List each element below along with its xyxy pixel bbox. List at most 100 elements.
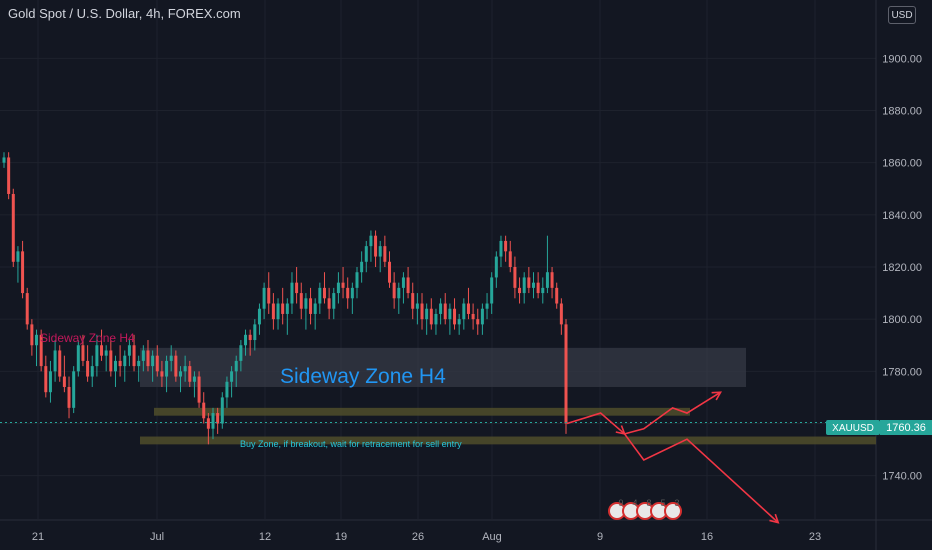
candle-body xyxy=(118,360,122,367)
candle-body xyxy=(401,277,405,288)
candle-body xyxy=(541,287,545,294)
candle-body xyxy=(151,355,155,367)
event-count: 3 xyxy=(674,498,679,508)
candle-body xyxy=(531,282,535,288)
candle-body xyxy=(397,287,401,299)
arrow-head xyxy=(711,391,723,401)
currency-button[interactable]: USD xyxy=(888,6,916,24)
event-count: 4 xyxy=(632,498,637,508)
candle-body xyxy=(276,303,280,320)
candle-body xyxy=(244,334,248,346)
y-tick-label: 1860.00 xyxy=(882,158,922,170)
candle-body xyxy=(429,308,433,325)
candle-body xyxy=(434,313,438,325)
candle-body xyxy=(146,350,150,367)
x-tick-label: 21 xyxy=(32,531,44,543)
candle-body xyxy=(11,193,15,262)
candle-body xyxy=(2,157,6,163)
symbol-tag-label: XAUUSD xyxy=(832,423,874,434)
candle-body xyxy=(137,360,141,367)
candle-body xyxy=(564,324,568,424)
sideway-zone-label-small: Sideway Zone H4 xyxy=(40,331,135,345)
price-tag xyxy=(880,420,932,435)
candle-body xyxy=(253,324,257,341)
candle-body xyxy=(141,350,145,361)
y-tick-label: 1880.00 xyxy=(882,106,922,118)
chart-title: Gold Spot / U.S. Dollar, 4h, FOREX.com xyxy=(8,6,241,21)
candle-body xyxy=(248,334,252,341)
candle-body xyxy=(494,256,498,278)
candle-body xyxy=(355,272,359,288)
candle-body xyxy=(239,345,243,361)
symbol-tag xyxy=(826,420,880,435)
candle-body xyxy=(30,324,34,346)
candle-body xyxy=(341,282,345,288)
candle-body xyxy=(313,303,317,314)
support-zone-box[interactable] xyxy=(154,407,690,416)
candle-body xyxy=(48,371,52,393)
buy-zone-box[interactable] xyxy=(140,436,876,445)
candle-body xyxy=(188,366,192,382)
candle-body xyxy=(480,308,484,325)
candle-body xyxy=(202,402,206,419)
candle-body xyxy=(476,319,480,325)
forecast-path[interactable] xyxy=(623,433,779,524)
candle-body xyxy=(555,287,559,304)
candle-body xyxy=(155,355,159,372)
y-tick-label: 1800.00 xyxy=(882,314,922,326)
candle-body xyxy=(127,345,131,356)
candle-body xyxy=(327,298,331,309)
candle-body xyxy=(378,246,382,257)
candle-body xyxy=(7,157,11,194)
candle-body xyxy=(411,293,415,309)
candle-body xyxy=(100,345,104,356)
candle-body xyxy=(90,366,94,377)
candle-body xyxy=(86,360,90,377)
candle-body xyxy=(160,371,164,377)
candle-body xyxy=(309,298,313,314)
candle-body xyxy=(388,261,392,283)
candle-body xyxy=(113,360,117,372)
candle-body xyxy=(281,303,285,314)
candle-body xyxy=(39,334,43,367)
candle-body xyxy=(518,287,522,294)
x-tick-label: 9 xyxy=(597,531,603,543)
candle-body xyxy=(53,350,57,372)
candle-body xyxy=(285,303,289,314)
candle-body xyxy=(216,413,220,424)
candle-body xyxy=(169,355,173,361)
candle-body xyxy=(443,303,447,320)
candle-body xyxy=(360,261,364,273)
candle-body xyxy=(225,381,229,398)
price-tag-value: 1760.36 xyxy=(886,422,926,434)
arrow-head xyxy=(769,513,780,524)
candle-body xyxy=(95,345,99,367)
y-tick-label: 1780.00 xyxy=(882,366,922,378)
buy-zone-label: Buy Zone, if breakout, wait for retracem… xyxy=(240,439,462,449)
candle-body xyxy=(44,366,48,393)
candle-body xyxy=(462,303,466,320)
y-tick-label: 1840.00 xyxy=(882,210,922,222)
candle-body xyxy=(58,350,62,377)
candle-body xyxy=(192,376,196,382)
candle-body xyxy=(504,240,508,252)
candle-body xyxy=(545,272,549,288)
candle-body xyxy=(72,371,76,408)
x-tick-label: 23 xyxy=(809,531,821,543)
event-count: 5 xyxy=(660,498,665,508)
candle-body xyxy=(197,376,201,403)
candle-body xyxy=(466,303,470,314)
candle-body xyxy=(230,371,234,382)
candle-body xyxy=(178,371,182,377)
candle-body xyxy=(25,293,29,325)
economic-event-icon[interactable] xyxy=(664,502,682,520)
candle-body xyxy=(332,293,336,309)
candle-body xyxy=(346,287,350,299)
candle-body xyxy=(490,277,494,304)
forecast-path[interactable] xyxy=(566,391,722,435)
candle-body xyxy=(262,287,266,309)
y-tick-label: 1740.00 xyxy=(882,471,922,483)
candle-body xyxy=(35,334,39,346)
candle-body xyxy=(76,345,80,372)
